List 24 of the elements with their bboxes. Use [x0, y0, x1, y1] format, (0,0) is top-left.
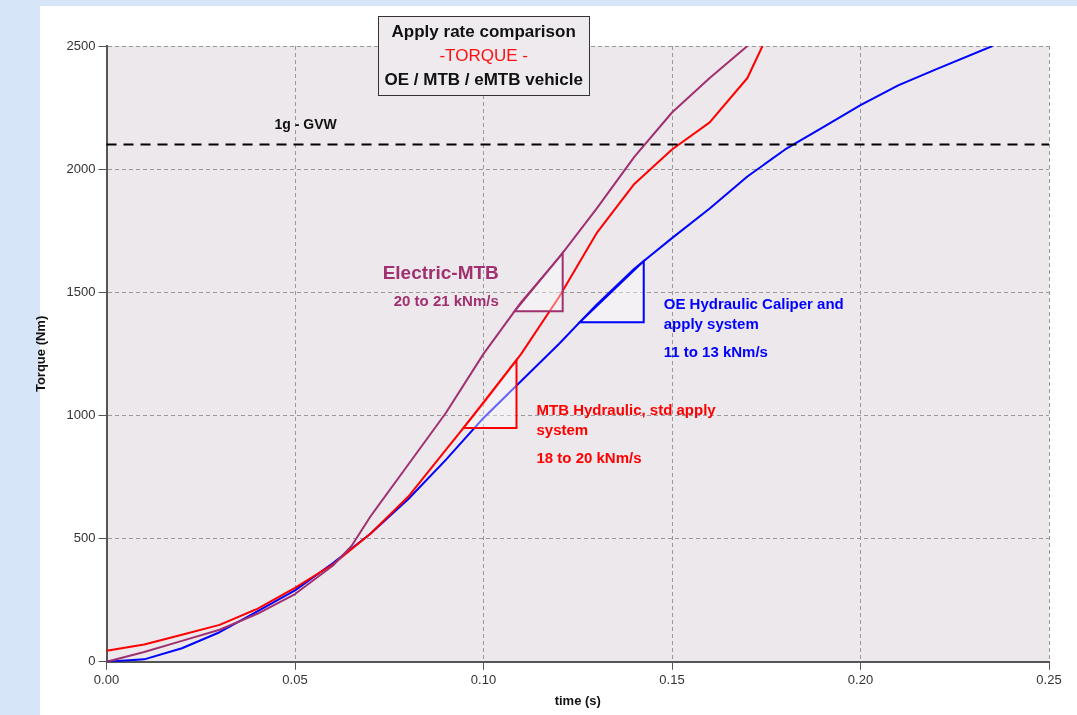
chart-subtitle: -TORQUE -	[438, 45, 529, 67]
text: OE Hydraulic Caliper and apply system	[663, 294, 845, 335]
x-tick-label: 0.10	[470, 672, 497, 688]
x-tick-label: 0.05	[282, 672, 308, 688]
y-tick-label: 1500	[66, 283, 96, 299]
annotation: 11 to 13 kNm/s	[663, 342, 769, 363]
x-tick-label: 0.00	[93, 672, 120, 688]
y-axis-title: Torque (Nm)	[33, 315, 49, 393]
x-tick-label: 0.15	[659, 672, 685, 688]
series-label: Electric-MTB	[382, 262, 499, 284]
y-tick-label: 1000	[66, 407, 96, 423]
y-tick-label: 0	[88, 653, 96, 669]
chart-title: Apply rate comparison	[390, 21, 577, 43]
annotation: OE / MTB / eMTB vehicle	[384, 69, 583, 91]
ref-line-label: 1g - GVW	[274, 116, 338, 133]
annotation: 18 to 20 kNm/s	[536, 448, 643, 468]
y-tick-label: 2000	[66, 160, 96, 176]
x-tick-label: 0.20	[847, 672, 874, 688]
x-tick-label: 0.25	[1036, 672, 1062, 688]
text: MTB Hydraulic, std apply system	[536, 400, 717, 440]
x-axis-title: time (s)	[554, 692, 601, 708]
y-tick-label: 500	[73, 530, 96, 546]
annotation: 20 to 21 kNm/s	[392, 291, 499, 312]
y-tick-label: 2500	[66, 37, 96, 53]
